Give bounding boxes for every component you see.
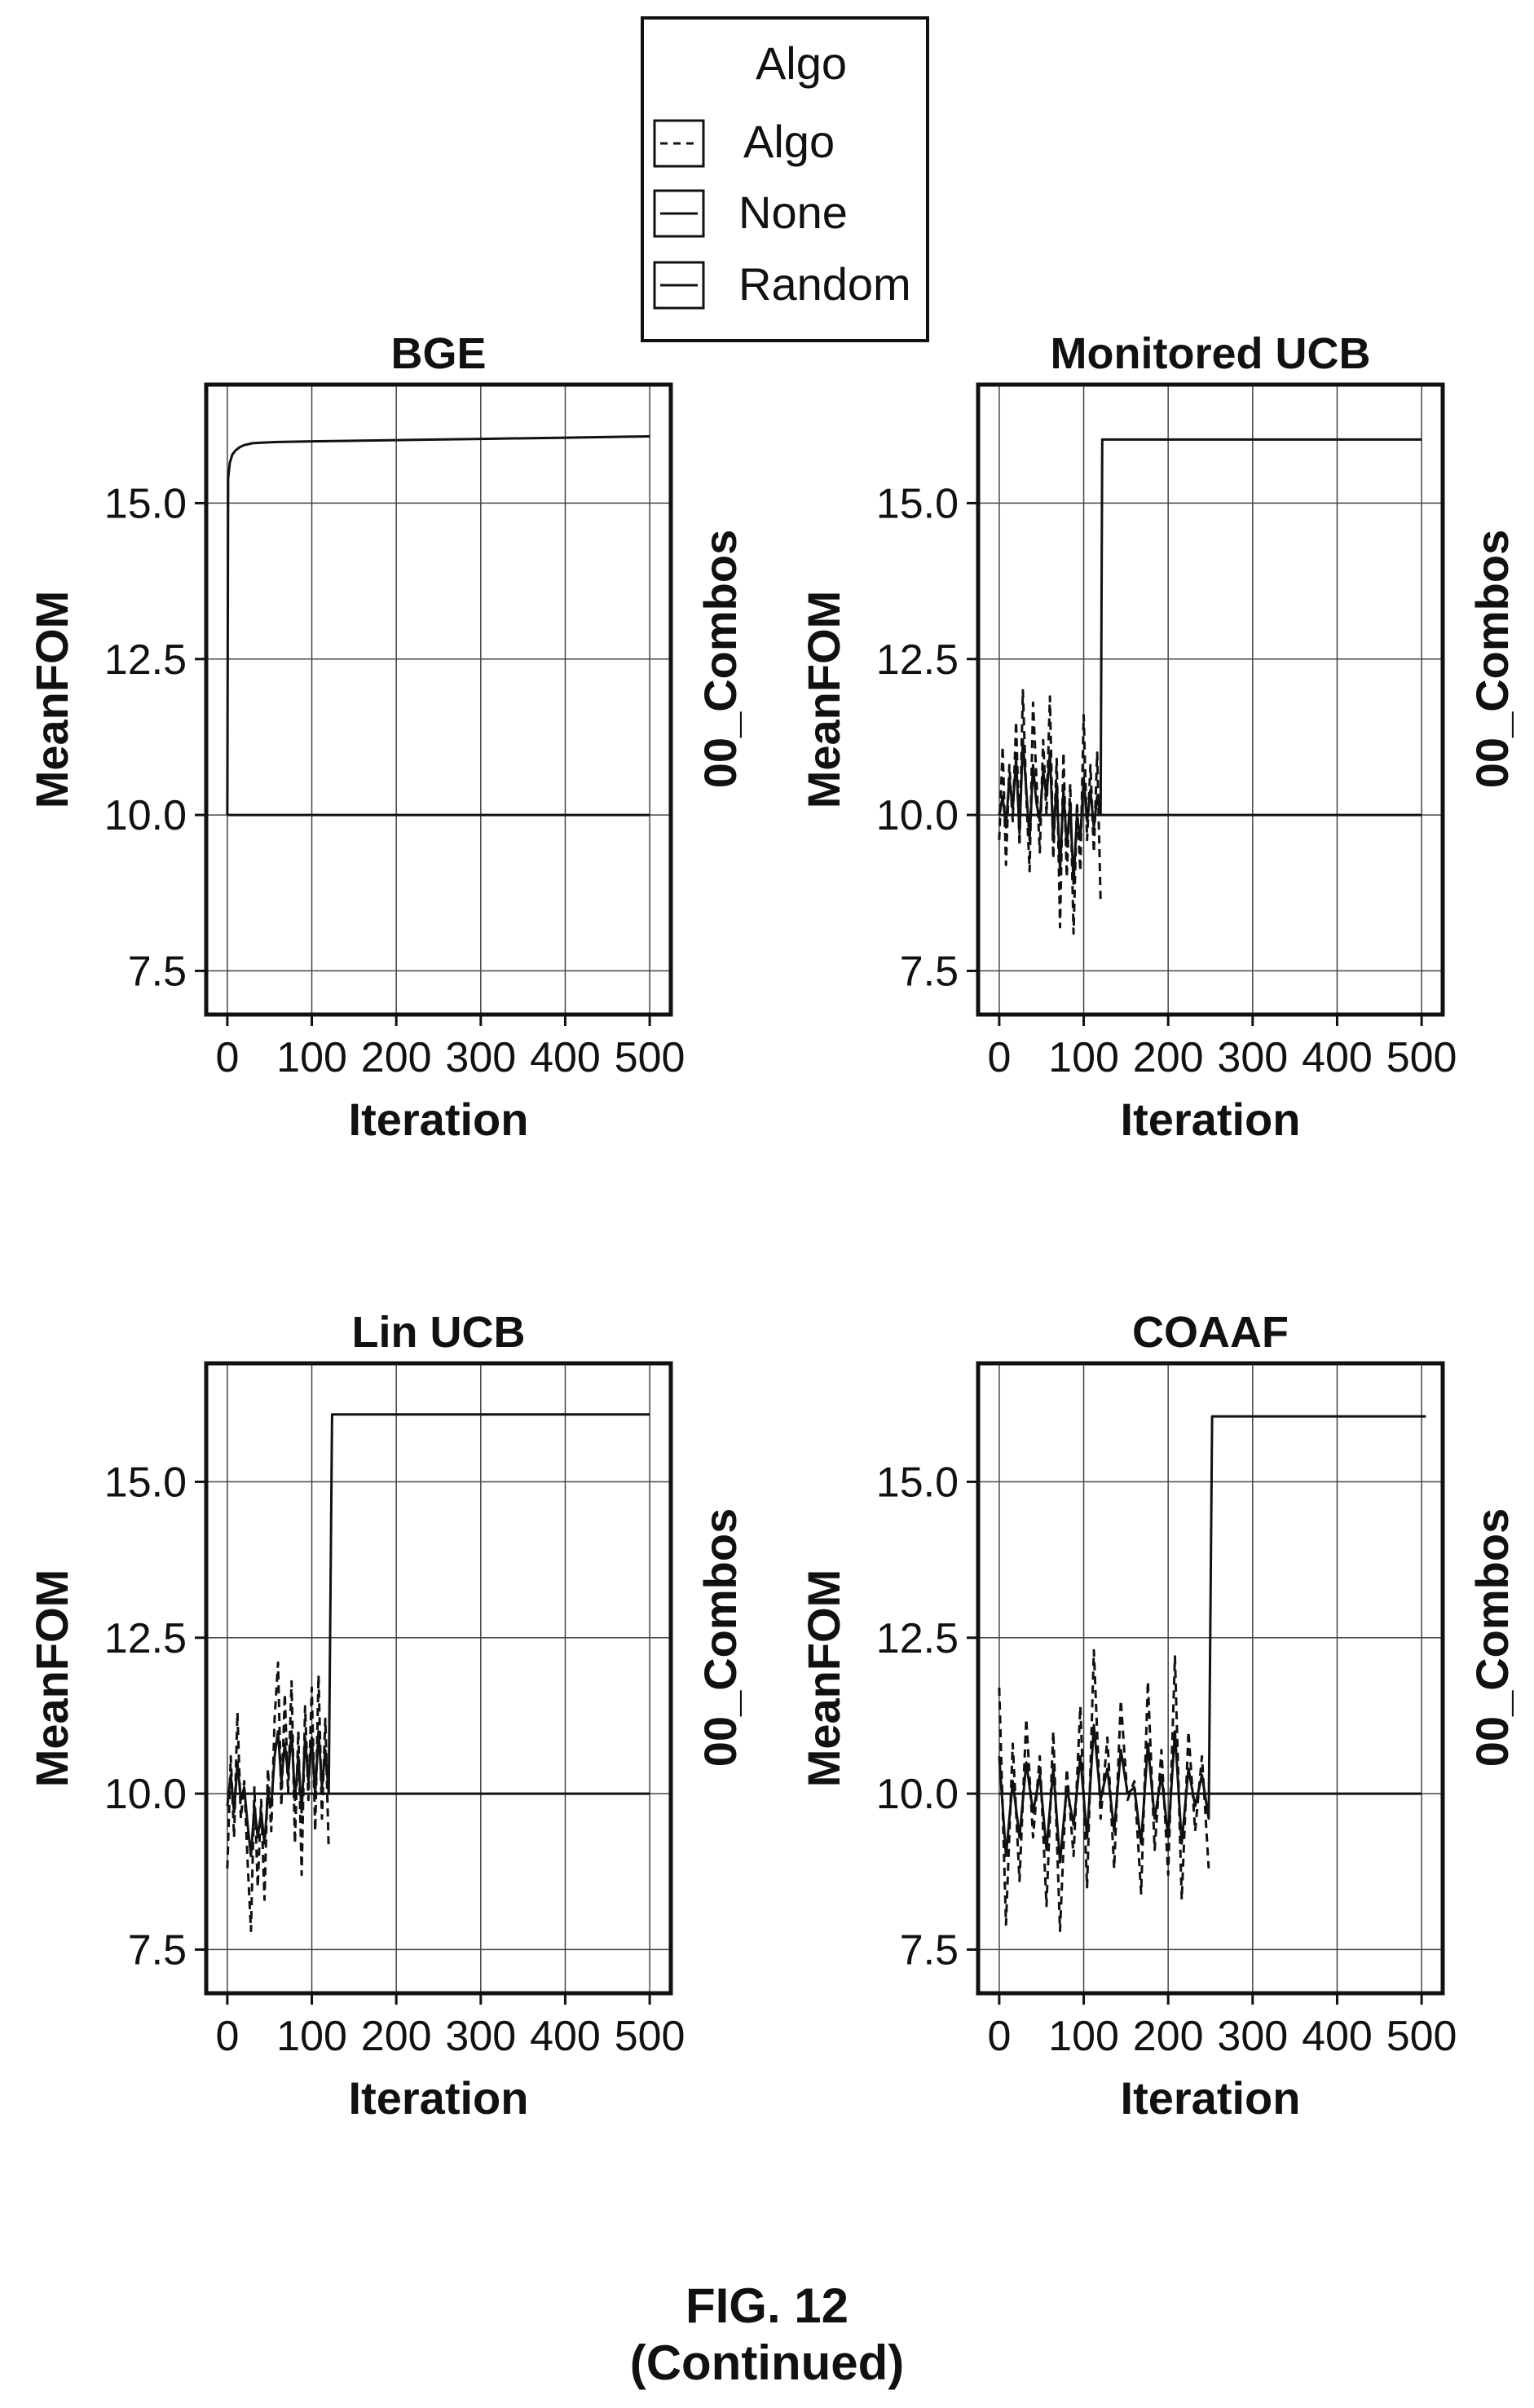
y-tick-label: 15.0 [876, 480, 959, 527]
x-tick-label: 200 [1133, 1034, 1204, 1081]
y-tick-label: 7.5 [900, 1926, 959, 1974]
y-axis-label: MeanFOM [26, 591, 77, 809]
panel-monitored-ucb: 0 100 200 300 400 500 7.5 10.0 12.5 15.0 Monitored… [798, 329, 1518, 1145]
plot-frame [976, 1361, 1445, 1996]
x-tick-label: 100 [1048, 2013, 1119, 2060]
y-tick-label: 15.0 [104, 480, 187, 527]
x-tick-label: 100 [276, 1034, 347, 1081]
y-tick-label: 12.5 [104, 636, 187, 684]
x-tick-label: 100 [276, 2013, 347, 2060]
panel-coaaf: 0 100 200 300 400 500 7.5 10.0 12.5 15.0 COAAF Iter… [798, 1308, 1518, 2124]
legend-box [641, 16, 929, 342]
legend-key-algo [653, 119, 705, 168]
y-tick-label: 7.5 [128, 948, 187, 995]
x-tick-label: 400 [530, 2013, 601, 2060]
legend-label-random: Random [738, 258, 911, 310]
x-tick-label: 300 [445, 2013, 516, 2060]
y-tick-label: 15.0 [876, 1459, 959, 1506]
figure-caption: FIG. 12 [685, 2278, 849, 2333]
y-tick-label: 12.5 [876, 1615, 959, 1662]
x-tick-label: 200 [361, 1034, 432, 1081]
x-axis-label: Iteration [1121, 2072, 1301, 2124]
x-tick-label: 400 [530, 1034, 601, 1081]
panel-lin-ucb: 0 100 200 300 400 500 7.5 10.0 12.5 15.0 Lin UCB It… [26, 1308, 746, 2124]
y2-axis-label: 00_Combos [1466, 1508, 1518, 1767]
series-line-algo [226, 1661, 330, 1932]
series-line-random [226, 435, 650, 816]
panel-title: BGE [390, 329, 486, 378]
y-tick-label: 10.0 [104, 1771, 187, 1818]
x-tick-label: 0 [215, 2013, 239, 2060]
x-tick-label: 400 [1302, 2013, 1373, 2060]
x-axis-label: Iteration [349, 1094, 529, 1145]
x-tick-label: 0 [215, 1034, 239, 1081]
y2-axis-label: 00_Combos [694, 1508, 746, 1767]
panel-title: Monitored UCB [1051, 329, 1371, 378]
x-tick-label: 100 [1048, 1034, 1119, 1081]
x-tick-label: 300 [1217, 1034, 1288, 1081]
panel-title: COAAF [1132, 1308, 1289, 1357]
plot-frame [204, 382, 673, 1017]
x-axis-label: Iteration [349, 2072, 529, 2124]
y-tick-label: 10.0 [104, 792, 187, 839]
plot-frame [204, 1361, 673, 1996]
x-tick-label: 0 [987, 1034, 1011, 1081]
y-tick-label: 12.5 [104, 1615, 187, 1662]
series-line-random [998, 438, 1422, 885]
figure-subcaption: (Continued) [630, 2335, 905, 2390]
panel-bge: 0 100 200 300 400 500 7.5 10.0 12.5 15.0 BGE Iterat… [26, 329, 746, 1145]
legend-title: Algo [756, 37, 847, 89]
series-line-algo [998, 1649, 1210, 1932]
x-tick-label: 0 [987, 2013, 1011, 2060]
x-axis-label: Iteration [1121, 1094, 1301, 1145]
x-tick-label: 500 [615, 2013, 685, 2060]
y-tick-label: 10.0 [876, 792, 959, 839]
x-tick-label: 500 [1386, 1034, 1457, 1081]
x-tick-label: 200 [361, 2013, 432, 2060]
y-tick-label: 7.5 [900, 948, 959, 995]
y2-axis-label: 00_Combos [1466, 530, 1518, 788]
y-tick-label: 7.5 [128, 1926, 187, 1974]
y-tick-label: 12.5 [876, 636, 959, 684]
plot-frame [976, 382, 1445, 1017]
y2-axis-label: 00_Combos [694, 530, 746, 788]
x-tick-label: 300 [445, 1034, 516, 1081]
y-tick-label: 10.0 [876, 1771, 959, 1818]
x-tick-label: 500 [1386, 2013, 1457, 2060]
series-line-random [226, 1413, 650, 1858]
y-tick-label: 15.0 [104, 1459, 187, 1506]
legend-key-none [653, 189, 705, 238]
x-tick-label: 300 [1217, 2013, 1288, 2060]
x-tick-label: 200 [1133, 2013, 1204, 2060]
y-axis-label: MeanFOM [798, 1569, 849, 1788]
x-tick-label: 400 [1302, 1034, 1373, 1081]
panel-title: Lin UCB [352, 1308, 526, 1357]
legend-key-random [653, 261, 705, 310]
x-tick-label: 500 [615, 1034, 685, 1081]
legend-label-none: None [738, 187, 848, 238]
y-axis-label: MeanFOM [798, 591, 849, 809]
series-line-algo [998, 689, 1102, 935]
series-line-random [998, 1415, 1426, 1864]
legend-label-algo: Algo [743, 116, 835, 167]
legend: Algo Algo None Random [641, 16, 929, 342]
y-axis-label: MeanFOM [26, 1569, 77, 1788]
